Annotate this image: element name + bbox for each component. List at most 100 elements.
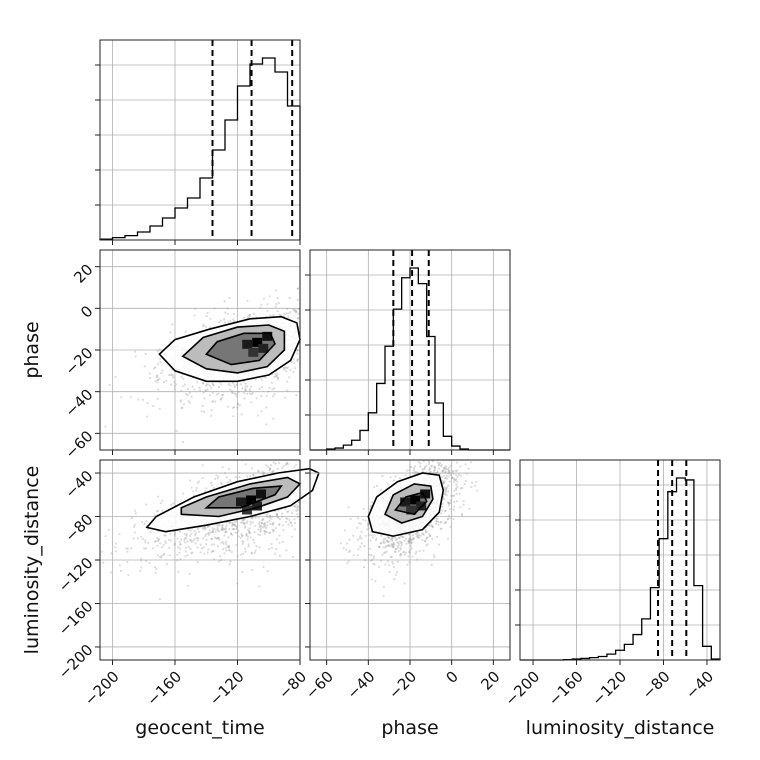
sample-point bbox=[169, 331, 172, 334]
sample-point bbox=[356, 538, 359, 541]
sample-point bbox=[411, 538, 415, 541]
sample-point bbox=[425, 538, 428, 541]
sample-point bbox=[180, 406, 183, 410]
sample-point bbox=[203, 410, 206, 413]
sample-point bbox=[234, 395, 238, 398]
sample-point bbox=[232, 312, 235, 315]
sample-point bbox=[447, 490, 450, 493]
sample-point bbox=[276, 512, 279, 515]
sample-point bbox=[144, 539, 147, 542]
sample-point bbox=[380, 489, 383, 492]
sample-point bbox=[245, 389, 248, 392]
sample-point bbox=[218, 538, 221, 541]
sample-point bbox=[296, 287, 299, 290]
sample-point bbox=[269, 515, 272, 518]
sample-point bbox=[449, 464, 453, 467]
sample-point bbox=[260, 410, 263, 413]
sample-point bbox=[367, 522, 370, 526]
sample-point bbox=[143, 522, 146, 526]
sample-point bbox=[184, 537, 187, 540]
sample-point bbox=[193, 537, 196, 541]
sample-point bbox=[421, 533, 424, 536]
sample-point bbox=[228, 563, 231, 566]
sample-point bbox=[210, 484, 214, 487]
sample-point bbox=[224, 528, 227, 531]
sample-point bbox=[379, 542, 382, 545]
sample-point bbox=[421, 532, 424, 535]
sample-point bbox=[410, 540, 413, 543]
sample-point bbox=[177, 546, 180, 549]
sample-point bbox=[156, 544, 159, 547]
sample-point bbox=[286, 461, 289, 464]
sample-point bbox=[160, 556, 163, 559]
x-tick-label-geocent-time: −160 bbox=[143, 668, 185, 710]
sample-point bbox=[453, 494, 456, 497]
sample-point bbox=[401, 535, 404, 538]
sample-point bbox=[383, 551, 386, 554]
sample-point bbox=[232, 415, 235, 418]
sample-point bbox=[461, 513, 464, 517]
contour-level-3 bbox=[204, 485, 283, 509]
sample-point bbox=[259, 534, 262, 537]
sample-point bbox=[358, 522, 361, 525]
sample-point bbox=[262, 565, 265, 569]
sample-point bbox=[180, 389, 183, 392]
sample-point bbox=[370, 578, 373, 581]
sample-point bbox=[237, 529, 240, 532]
sample-point bbox=[168, 538, 171, 541]
sample-point bbox=[293, 309, 296, 312]
sample-point bbox=[443, 522, 446, 525]
density-cell bbox=[242, 339, 253, 349]
sample-point bbox=[394, 548, 397, 551]
sample-point bbox=[428, 469, 431, 472]
sample-point bbox=[367, 527, 370, 530]
sample-point bbox=[386, 540, 389, 543]
sample-point bbox=[368, 508, 371, 511]
sample-point bbox=[237, 390, 240, 394]
sample-point bbox=[246, 392, 249, 395]
sample-point bbox=[114, 550, 118, 553]
sample-point bbox=[248, 313, 251, 316]
sample-point bbox=[241, 540, 244, 543]
sample-point bbox=[220, 558, 223, 562]
sample-point bbox=[228, 544, 231, 548]
sample-point bbox=[244, 522, 247, 525]
sample-point bbox=[435, 520, 438, 523]
sample-point bbox=[154, 366, 157, 369]
sample-point bbox=[268, 469, 271, 472]
sample-point bbox=[147, 541, 150, 545]
sample-point bbox=[248, 392, 252, 395]
sample-point bbox=[266, 303, 269, 306]
sample-point bbox=[257, 470, 260, 473]
sample-point bbox=[265, 394, 268, 397]
sample-point bbox=[251, 568, 254, 572]
sample-point bbox=[428, 461, 431, 464]
x-tick-label-luminosity-distance: −80 bbox=[639, 668, 674, 703]
sample-point bbox=[145, 547, 148, 550]
sample-point bbox=[444, 521, 448, 524]
sample-point bbox=[176, 559, 179, 562]
sample-point bbox=[443, 486, 446, 489]
sample-point bbox=[413, 465, 417, 468]
sample-point bbox=[141, 398, 144, 401]
sample-point bbox=[156, 397, 159, 400]
sample-point bbox=[428, 467, 431, 470]
sample-point bbox=[275, 374, 278, 377]
sample-point bbox=[272, 461, 275, 464]
sample-point bbox=[462, 500, 465, 503]
density-peak bbox=[242, 331, 273, 357]
y-tick-label-luminosity-distance: −120 bbox=[55, 554, 97, 596]
sample-point bbox=[248, 531, 251, 534]
sample-point bbox=[180, 399, 183, 402]
sample-point bbox=[296, 505, 299, 508]
sample-point bbox=[189, 538, 192, 542]
sample-point bbox=[404, 551, 407, 555]
sample-point bbox=[151, 547, 154, 550]
sample-point bbox=[450, 476, 453, 479]
sample-point bbox=[360, 537, 363, 540]
x-axis-label-phase: phase bbox=[381, 717, 438, 739]
sample-point bbox=[187, 400, 190, 403]
sample-point bbox=[251, 521, 254, 524]
sample-point bbox=[288, 296, 291, 300]
sample-point bbox=[226, 307, 229, 310]
